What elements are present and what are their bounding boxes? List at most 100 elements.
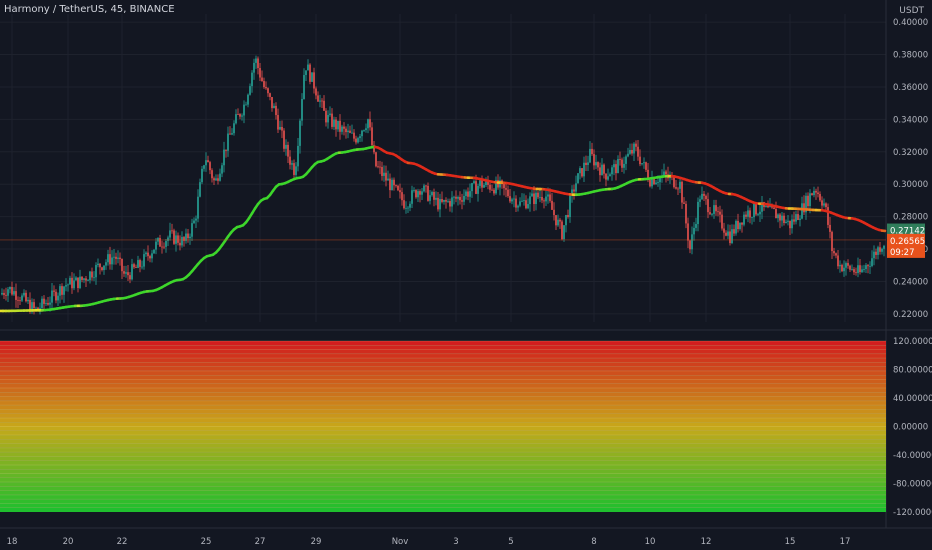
candle-body bbox=[569, 195, 571, 218]
candle-body bbox=[457, 197, 459, 199]
candle-body bbox=[305, 70, 307, 76]
candle-body bbox=[471, 183, 473, 192]
candle-body bbox=[63, 286, 65, 295]
candle-body bbox=[297, 145, 299, 167]
candle-body bbox=[781, 215, 783, 221]
candle-body bbox=[693, 227, 695, 235]
candle-body bbox=[249, 86, 251, 95]
y-tick-label: 0.28000 bbox=[893, 213, 928, 223]
candle-body bbox=[361, 130, 363, 137]
y-tick-label: 0.34000 bbox=[893, 115, 928, 125]
candles-layer bbox=[1, 55, 885, 315]
candle-body bbox=[871, 258, 873, 266]
candle-body bbox=[469, 191, 471, 197]
candle-body bbox=[47, 303, 49, 305]
candle-body bbox=[491, 189, 493, 191]
candle-body bbox=[333, 119, 335, 127]
candle-body bbox=[511, 199, 513, 202]
candle-body bbox=[843, 267, 845, 272]
candle-body bbox=[735, 220, 737, 234]
candle-body bbox=[345, 128, 347, 133]
y-tick-label: 0.22000 bbox=[893, 310, 928, 320]
candle-body bbox=[585, 162, 587, 166]
candle-body bbox=[567, 215, 569, 218]
candle-body bbox=[563, 225, 565, 240]
candle-body bbox=[105, 262, 107, 266]
candle-body bbox=[719, 211, 721, 215]
candle-body bbox=[647, 169, 649, 180]
candle-body bbox=[601, 164, 603, 176]
heatmap-band bbox=[0, 452, 886, 457]
candle-body bbox=[107, 254, 109, 263]
moving-average-layer bbox=[0, 145, 887, 313]
candle-body bbox=[1, 292, 3, 295]
candle-body bbox=[841, 264, 843, 272]
candle-body bbox=[589, 148, 591, 163]
heatmap-band bbox=[0, 375, 886, 380]
candle-body bbox=[159, 238, 161, 247]
candle-body bbox=[143, 254, 145, 267]
candle-body bbox=[385, 172, 387, 181]
candle-body bbox=[169, 230, 171, 238]
candle-body bbox=[315, 88, 317, 96]
candle-body bbox=[209, 162, 211, 171]
candle-body bbox=[83, 278, 85, 280]
candle-body bbox=[413, 190, 415, 191]
candle-body bbox=[289, 156, 291, 165]
candle-body bbox=[495, 180, 497, 194]
heatmap-band bbox=[0, 447, 886, 453]
candle-body bbox=[403, 200, 405, 209]
candle-body bbox=[431, 192, 433, 196]
candle-body bbox=[697, 201, 699, 225]
heatmap-band bbox=[0, 383, 886, 389]
candle-body bbox=[745, 214, 747, 217]
candle-body bbox=[201, 168, 203, 183]
candle-body bbox=[61, 286, 63, 295]
heatmap-y-tick-label: -120.00000 bbox=[893, 508, 932, 518]
x-tick-label: 25 bbox=[201, 537, 212, 547]
candle-body bbox=[791, 219, 793, 229]
candle-body bbox=[695, 224, 697, 228]
candle-body bbox=[207, 160, 209, 163]
candle-body bbox=[277, 115, 279, 130]
candle-body bbox=[583, 162, 585, 177]
candle-body bbox=[479, 180, 481, 186]
candle-body bbox=[123, 271, 125, 274]
candle-body bbox=[139, 260, 141, 267]
candle-body bbox=[67, 284, 69, 286]
candle-body bbox=[131, 264, 133, 280]
y-tick-label: 0.38000 bbox=[893, 51, 928, 61]
candle-body bbox=[317, 95, 319, 102]
x-tick-label: Nov bbox=[392, 537, 409, 547]
candle-body bbox=[621, 159, 623, 168]
heatmap-band bbox=[0, 490, 886, 495]
candle-body bbox=[81, 276, 83, 280]
candle-body bbox=[29, 299, 31, 312]
heatmap-band bbox=[0, 388, 886, 393]
candle-body bbox=[15, 291, 17, 300]
heatmap-band bbox=[0, 439, 886, 444]
candle-body bbox=[637, 146, 639, 157]
candle-body bbox=[223, 149, 225, 166]
candle-body bbox=[721, 214, 723, 229]
x-tick-label: 17 bbox=[840, 537, 851, 547]
candle-body bbox=[373, 145, 375, 153]
candle-body bbox=[651, 178, 653, 187]
candle-body bbox=[119, 257, 121, 259]
heatmap-band bbox=[0, 413, 886, 418]
x-tick-label: 8 bbox=[591, 537, 596, 547]
candle-body bbox=[823, 203, 825, 206]
candle-body bbox=[193, 220, 195, 224]
current-price-tag bbox=[887, 233, 925, 258]
candle-body bbox=[531, 193, 533, 197]
candle-body bbox=[13, 291, 15, 295]
candle-body bbox=[829, 224, 831, 232]
candle-body bbox=[611, 167, 613, 175]
candle-body bbox=[867, 265, 869, 267]
candle-body bbox=[253, 62, 255, 73]
candle-body bbox=[741, 222, 743, 225]
candle-body bbox=[411, 190, 413, 204]
candle-body bbox=[617, 159, 619, 174]
candle-body bbox=[369, 119, 371, 128]
